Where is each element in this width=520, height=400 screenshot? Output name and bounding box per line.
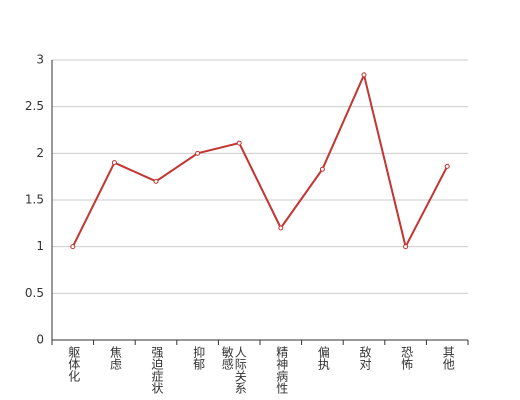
y-tick-label: 1.5 — [25, 193, 44, 207]
point — [236, 140, 242, 146]
point — [444, 163, 450, 169]
point — [195, 150, 201, 156]
x-tick-label: 偏执 — [316, 346, 331, 370]
y-tick-label: 0.5 — [25, 286, 44, 300]
x-tick-label: 人际关系敏感 — [220, 346, 248, 394]
y-tick-label: 1 — [36, 239, 44, 253]
point — [153, 178, 159, 184]
point — [361, 72, 367, 78]
x-tick-label: 躯体化 — [66, 346, 81, 382]
y-tick-label: 0 — [36, 333, 44, 347]
point — [319, 166, 325, 172]
point — [111, 160, 117, 166]
x-tick-label: 敌对 — [358, 346, 372, 370]
y-tick-label: 2 — [36, 146, 44, 160]
y-tick-label: 2.5 — [25, 99, 44, 113]
y-tick-label: 3 — [36, 53, 44, 67]
x-tick-label: 抑郁 — [191, 346, 206, 370]
x-tick-label: 恐怖 — [399, 346, 414, 370]
x-tick-label: 精神病性 — [274, 346, 289, 394]
point — [278, 225, 284, 231]
x-tick-label: 强迫症状 — [150, 346, 164, 394]
x-tick-label: 其他 — [441, 346, 456, 370]
point — [403, 244, 409, 250]
series-line — [71, 71, 449, 250]
point — [70, 244, 76, 250]
x-tick-label: 焦虑 — [108, 346, 123, 370]
